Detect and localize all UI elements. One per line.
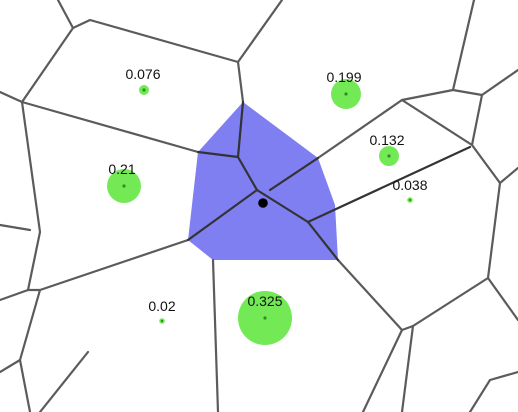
cell-edge	[468, 370, 518, 412]
cell-edge	[400, 324, 415, 412]
site-label: 0.199	[326, 69, 361, 85]
site-point	[160, 319, 164, 323]
cell-edge	[0, 100, 42, 302]
cell-edge	[56, 0, 75, 30]
cell-edge	[20, 100, 200, 154]
query-point	[258, 198, 268, 208]
cell-edge	[400, 98, 474, 147]
site-point	[387, 154, 391, 158]
site-label: 0.325	[247, 293, 282, 309]
cell-edge	[186, 188, 259, 242]
cell-edge	[18, 358, 32, 412]
query-cell-highlight	[188, 102, 338, 260]
inner-cell-edges	[186, 100, 472, 262]
cell-edge	[211, 258, 220, 412]
cell-edge	[0, 223, 32, 232]
cell-edge	[38, 350, 90, 412]
cell-edge	[236, 100, 310, 224]
site-point	[344, 92, 348, 96]
cell-edge	[268, 156, 320, 192]
site-point	[408, 198, 412, 202]
site-point	[263, 316, 267, 320]
site-label: 0.21	[108, 161, 135, 177]
cell-edge	[361, 328, 404, 412]
site-label: 0.02	[148, 298, 175, 314]
cell-edge	[498, 166, 518, 185]
cell-edge	[306, 220, 340, 262]
cell-edge	[0, 18, 245, 104]
site-markers: 0.076 0.199 0.132 0.21 0.038 0.02 0.325	[107, 66, 428, 345]
cell-edge	[486, 276, 518, 322]
cell-edge	[236, 0, 284, 64]
site-point	[142, 88, 146, 92]
cell-edge	[306, 145, 472, 224]
cell-edge	[196, 150, 240, 159]
cell-edge	[316, 0, 476, 160]
site-label: 0.132	[369, 132, 404, 148]
site-label: 0.076	[125, 66, 160, 82]
cell-edge	[470, 93, 502, 185]
site-label: 0.038	[392, 177, 427, 193]
site-point	[122, 184, 126, 188]
